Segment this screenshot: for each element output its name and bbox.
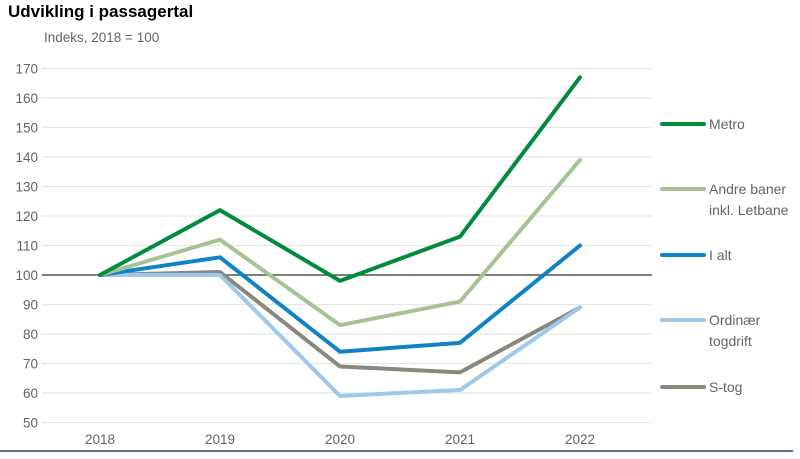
legend-swatch xyxy=(660,122,706,126)
y-tick-label: 100 xyxy=(15,268,38,283)
legend-item-i-alt: I alt xyxy=(660,245,732,266)
series-line-metro xyxy=(98,75,582,283)
legend-item-andre-baner-inkl-letbane: Andre baner inkl. Letbane xyxy=(660,179,788,221)
chart-subtitle: Indeks, 2018 = 100 xyxy=(44,30,160,45)
y-tick-label: 80 xyxy=(23,327,38,342)
y-tick-label: 110 xyxy=(16,239,38,254)
legend-swatch xyxy=(660,187,706,191)
bottom-border-line xyxy=(0,450,793,452)
y-tick-label: 160 xyxy=(15,91,38,106)
y-tick-label: 170 xyxy=(15,62,38,77)
legend-item-metro: Metro xyxy=(660,114,745,135)
chart-legend: Metro Andre baner inkl. Letbane I alt Ordin… xyxy=(660,0,795,459)
legend-label: S-tog xyxy=(709,379,743,395)
x-tick-label: 2018 xyxy=(85,432,115,447)
x-tick-label: 2020 xyxy=(325,432,355,447)
y-tick-label: 130 xyxy=(15,180,38,195)
chart-title: Udvikling i passagertal xyxy=(8,2,194,21)
legend-label: Ordinær togdrift xyxy=(709,312,761,349)
legend-item-ordin-r-togdrift: Ordinær togdrift xyxy=(660,310,760,352)
y-tick-label: 90 xyxy=(23,298,38,313)
legend-swatch xyxy=(660,253,706,257)
y-tick-label: 140 xyxy=(15,150,38,165)
x-tick-label: 2019 xyxy=(205,432,235,447)
legend-label: Metro xyxy=(709,116,745,132)
series-line-andre-baner-inkl-letbane xyxy=(98,157,582,328)
x-tick-label: 2022 xyxy=(565,432,595,447)
legend-label: I alt xyxy=(709,247,732,263)
y-tick-label: 50 xyxy=(23,416,38,431)
series-line-i-alt xyxy=(98,243,582,354)
y-tick-label: 60 xyxy=(23,386,38,401)
legend-swatch xyxy=(660,385,706,389)
y-tick-label: 120 xyxy=(15,209,38,224)
y-tick-label: 70 xyxy=(23,357,38,372)
series-line-ordin-r-togdrift xyxy=(98,273,582,398)
x-tick-label: 2021 xyxy=(445,432,475,447)
legend-item-s-tog: S-tog xyxy=(660,377,742,398)
legend-label: Andre baner inkl. Letbane xyxy=(709,181,789,218)
legend-swatch xyxy=(660,318,706,322)
y-tick-label: 150 xyxy=(15,121,38,136)
